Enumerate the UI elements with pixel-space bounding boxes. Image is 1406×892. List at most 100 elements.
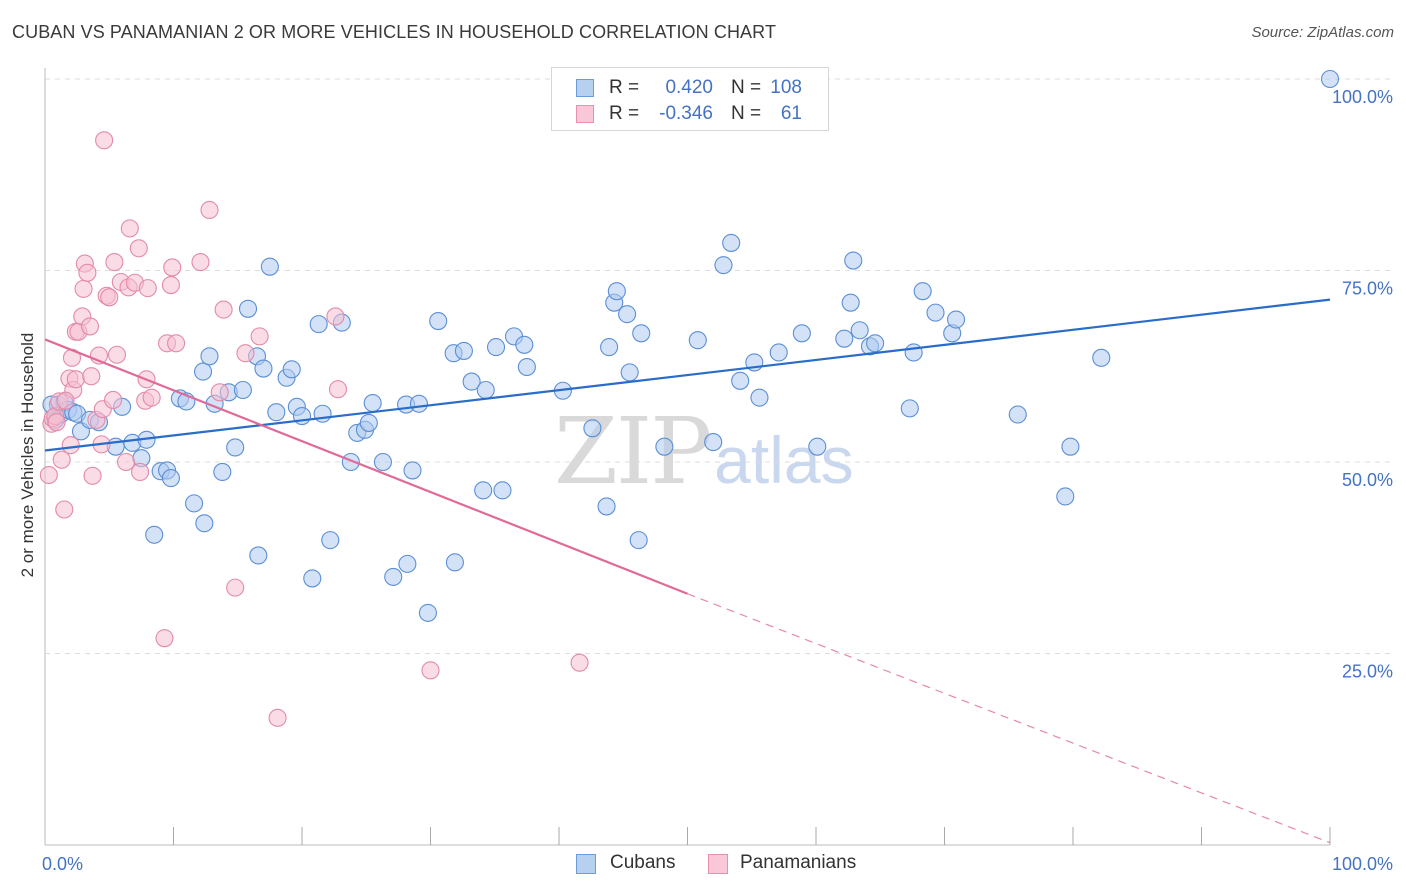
series-panamanians	[39, 131, 589, 727]
cuban-point	[409, 394, 428, 413]
y-axis-label: 2 or more Vehicles in Household	[18, 333, 37, 578]
cuban-point	[714, 256, 733, 275]
cuban-point	[913, 282, 932, 301]
panamanian-point	[200, 200, 219, 220]
cuban-point	[583, 419, 602, 438]
cuban-point	[233, 380, 252, 400]
panamanian-point	[105, 253, 124, 272]
cuban-point	[493, 481, 512, 500]
cuban-point	[597, 497, 616, 516]
cuban-point	[655, 437, 674, 456]
cuban-point	[629, 531, 648, 550]
cuban-point	[1320, 69, 1340, 89]
legend-r-label: R =	[609, 77, 640, 98]
panamanian-point	[107, 345, 127, 364]
panamanian-point	[47, 413, 66, 432]
cuban-point	[145, 525, 164, 544]
cuban-point	[282, 360, 301, 379]
cuban-point	[792, 324, 811, 343]
cuban-point	[1092, 348, 1111, 367]
cuban-point	[607, 282, 626, 301]
cuban-point	[835, 329, 854, 348]
panamanian-point	[78, 263, 97, 282]
panamanian-point	[131, 462, 150, 482]
cuban-point	[844, 251, 863, 270]
cuban-point	[517, 357, 536, 377]
panamanian-point	[100, 288, 119, 307]
panamanian-point	[52, 450, 71, 469]
chart-title: CUBAN VS PANAMANIAN 2 OR MORE VEHICLES I…	[12, 22, 777, 42]
cuban-point	[618, 305, 637, 324]
x-tick-label: 0.0%	[42, 854, 83, 874]
legend-n-label: N =	[731, 103, 762, 124]
panamanian-point	[74, 279, 93, 298]
panamanian-point	[210, 383, 229, 402]
x-tick-label: 100.0%	[1332, 854, 1393, 874]
cubans-trend-line	[44, 298, 1331, 452]
legend-r-label: R =	[609, 103, 640, 124]
series-cubans	[42, 69, 1340, 622]
legend-r-value: -0.346	[659, 103, 713, 124]
cuban-point	[515, 335, 534, 354]
cuban-point	[454, 341, 473, 360]
cuban-point	[722, 233, 741, 252]
cuban-point	[904, 343, 923, 362]
panamanians-trend-extrapolation	[687, 593, 1331, 844]
cuban-point	[249, 546, 268, 565]
cuban-point	[254, 359, 273, 378]
cuban-point	[866, 334, 885, 353]
legend-swatch-panamanians	[576, 105, 594, 123]
cuban-point	[195, 514, 214, 533]
y-tick-label: 50.0%	[1342, 470, 1393, 490]
cuban-point	[462, 372, 481, 391]
y-tick-label: 25.0%	[1342, 662, 1393, 682]
bottom-legend-label-panamanians: Panamanians	[740, 852, 857, 873]
legend-swatch-cubans	[576, 79, 594, 97]
cuban-point	[688, 331, 707, 350]
cuban-point	[238, 299, 258, 318]
cuban-point	[704, 433, 723, 452]
panamanian-point	[104, 390, 123, 410]
cuban-point	[731, 371, 750, 390]
panamanian-point	[570, 653, 589, 672]
cuban-point	[403, 461, 422, 480]
panamanian-point	[83, 466, 102, 485]
cuban-point	[226, 438, 245, 457]
cuban-point	[445, 553, 464, 572]
cuban-point	[213, 462, 232, 482]
cuban-point	[486, 338, 506, 357]
cuban-point	[769, 343, 788, 362]
cuban-point	[474, 481, 493, 500]
cuban-point	[309, 315, 328, 334]
cuban-point	[185, 494, 204, 513]
panamanian-point	[120, 219, 139, 238]
legend-row-panamanians: R = -0.346 N = 61	[552, 102, 828, 128]
panamanian-point	[61, 436, 80, 455]
cuban-point	[303, 569, 322, 588]
cuban-point	[429, 312, 448, 331]
cuban-point	[267, 403, 286, 422]
panamanian-point	[155, 629, 174, 648]
bottom-legend-label-cubans: Cubans	[610, 852, 676, 873]
panamanian-point	[236, 344, 255, 363]
panamanian-point	[116, 452, 136, 472]
cuban-point	[398, 554, 417, 573]
cuban-point	[1061, 437, 1080, 456]
legend-row-cubans: R = 0.420 N = 108	[552, 76, 828, 102]
panamanian-point	[80, 317, 100, 336]
panamanian-point	[66, 370, 85, 389]
panamanian-point	[163, 258, 182, 277]
cuban-point	[321, 531, 340, 550]
cuban-point	[900, 399, 919, 418]
bottom-legend-swatch-panamanians	[708, 854, 728, 874]
panamanian-point	[250, 327, 269, 346]
legend-n-label: N =	[731, 77, 762, 98]
cuban-point	[418, 603, 437, 622]
cuban-point	[359, 413, 378, 432]
panamanian-point	[161, 276, 180, 295]
panamanian-point	[191, 253, 210, 272]
correlation-legend: R = 0.420 N = 108 R = -0.346 N = 61	[551, 67, 829, 131]
panamanian-point	[328, 380, 348, 399]
cuban-point	[363, 393, 382, 413]
